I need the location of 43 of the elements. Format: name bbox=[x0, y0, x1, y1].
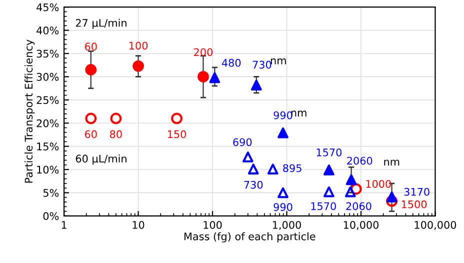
annotation: 690 bbox=[233, 138, 252, 146]
y-tick-label: 10% bbox=[37, 166, 59, 174]
y-tick-label: 40% bbox=[36, 26, 59, 34]
annotation: 1500 bbox=[402, 200, 427, 208]
y-tick-label: 15% bbox=[37, 142, 59, 150]
annotation: 80 bbox=[110, 130, 122, 138]
y-tick-label: 25% bbox=[36, 96, 59, 104]
annotation: nm bbox=[291, 110, 306, 116]
annotation: 480 bbox=[222, 58, 241, 67]
y-tick-label: 0% bbox=[43, 212, 59, 220]
x-tick-label: 10 bbox=[132, 220, 144, 229]
annotation: 3170 bbox=[404, 188, 430, 196]
x-tick-label: 100,000 bbox=[414, 220, 456, 230]
annotation: 2060 bbox=[347, 156, 372, 165]
annotation: 1570 bbox=[311, 202, 336, 210]
x-tick-label: 1 bbox=[62, 221, 66, 229]
annotation: 150 bbox=[168, 130, 186, 138]
annotation: 895 bbox=[283, 164, 302, 172]
annotation: 60 µL/min bbox=[76, 154, 126, 165]
y-tick-label: 30% bbox=[36, 72, 59, 81]
y-tick-label: 35% bbox=[36, 50, 59, 58]
x-tick-label: 1,000 bbox=[272, 220, 301, 230]
y-tick-label: 20% bbox=[36, 119, 59, 128]
annotation: nm bbox=[270, 58, 286, 64]
annotation: nm bbox=[384, 160, 400, 166]
annotation: 990 bbox=[274, 203, 292, 212]
annotation: 730 bbox=[244, 180, 263, 189]
y-axis-title: Particle Transport Efficiency bbox=[24, 40, 35, 183]
annotation: 60 bbox=[84, 42, 97, 51]
y-tick-label: 5% bbox=[43, 188, 59, 197]
x-tick-label: 100 bbox=[204, 220, 222, 229]
x-axis-title: Mass (fg) of each particle bbox=[184, 232, 316, 242]
annotation: 27 µL/min bbox=[76, 18, 126, 29]
annotation: 100 bbox=[129, 42, 148, 50]
annotation: 200 bbox=[194, 48, 212, 56]
annotation: 730 bbox=[252, 60, 272, 69]
annotation: 1000 bbox=[366, 180, 391, 188]
x-tick-label: 10,000 bbox=[344, 220, 379, 230]
y-tick-label: 45% bbox=[36, 3, 59, 12]
annotation: 1570 bbox=[316, 148, 342, 156]
annotation: 2060 bbox=[346, 202, 372, 210]
annotation: 60 bbox=[84, 130, 97, 138]
annotation: 990 bbox=[274, 111, 292, 120]
